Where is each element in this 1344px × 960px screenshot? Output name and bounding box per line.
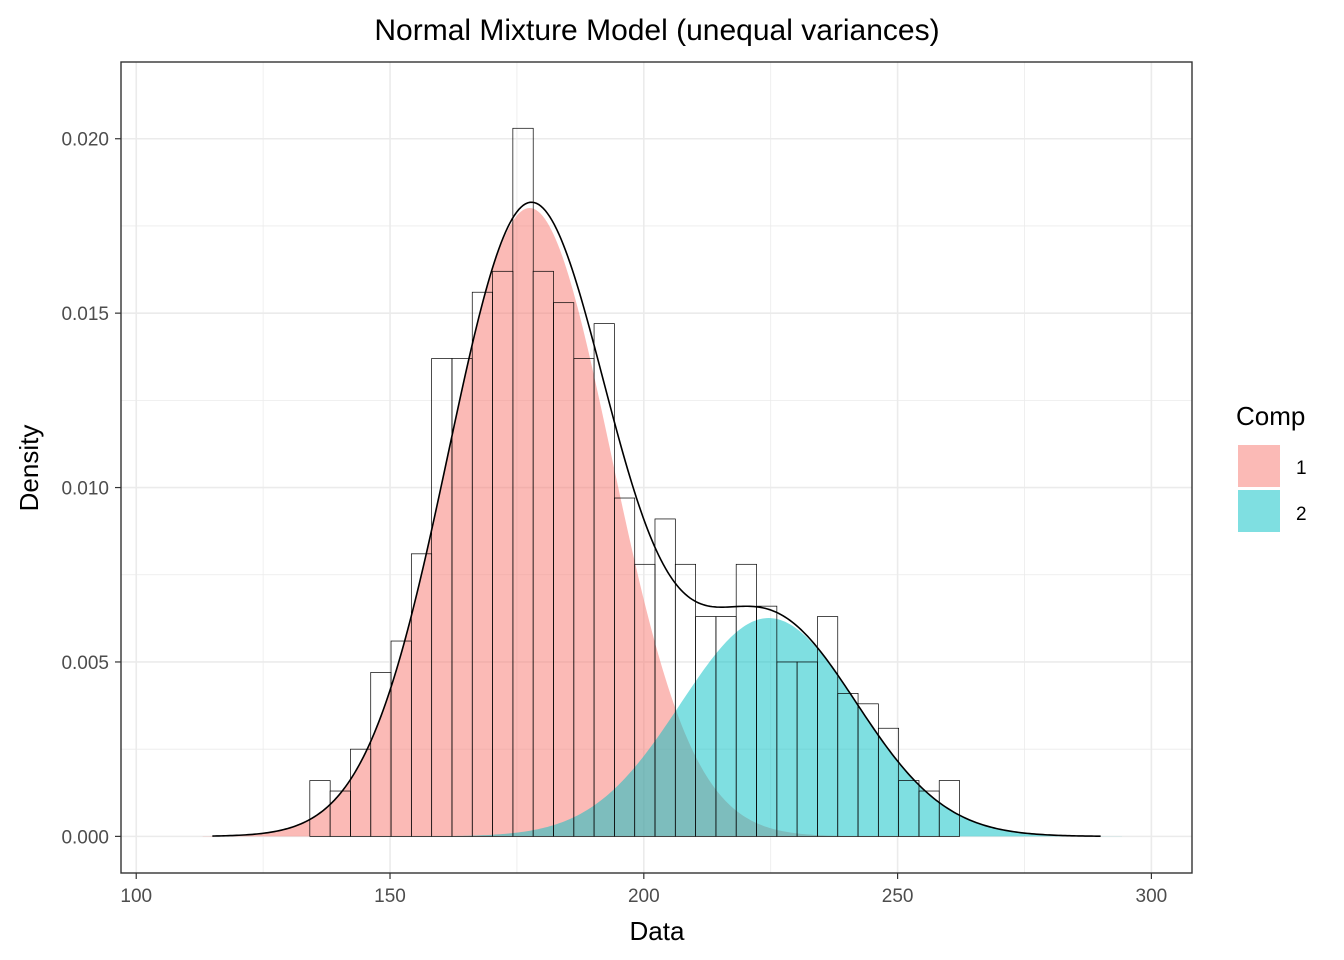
legend-label-1: 1 [1296,458,1307,479]
y-tick-label: 0.015 [61,304,109,325]
x-tick-label: 250 [882,886,914,907]
y-tick-label: 0.005 [61,653,109,674]
y-tick-label: 0.020 [61,130,109,151]
y-tick-label: 0.000 [61,827,109,848]
chart-title: Normal Mixture Model (unequal variances) [374,14,939,47]
legend-label-2: 2 [1296,504,1307,525]
mixture-density-curve [212,201,1101,837]
x-tick-label: 150 [374,886,406,907]
legend-key-2 [1238,490,1280,532]
component-2-area [415,618,1122,837]
legend-title: Comp [1236,401,1305,431]
plot-area: 100 150 200 250 300 0.000 0.005 0.010 0.015 0.020 [61,61,1193,907]
x-axis-title: Data [630,916,685,946]
y-axis-title: Density [14,425,44,512]
component-1-area [202,208,857,837]
x-tick-label: 200 [628,886,660,907]
panel-border [120,61,1193,874]
histogram-bar-32 [938,780,960,837]
legend-key-1 [1238,445,1280,487]
x-tick-label: 100 [120,886,152,907]
x-tick-label: 300 [1136,886,1168,907]
y-tick-label: 0.010 [61,479,109,500]
legend: Comp 1 2 [1236,401,1307,532]
